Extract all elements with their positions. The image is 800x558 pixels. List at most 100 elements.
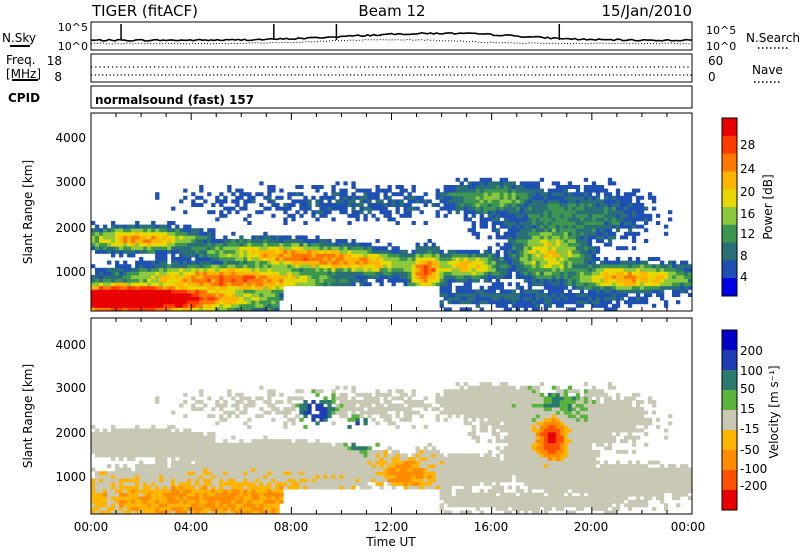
velocity-cell [91,436,95,440]
power-cell [95,239,99,243]
power-cell [131,286,135,290]
power-cell [247,221,251,225]
power-cell [355,246,359,250]
power-cell [207,210,211,214]
power-cell [371,275,375,279]
power-cell [620,275,624,279]
power-cell [255,243,259,247]
power-cell [548,221,552,225]
power-cell [428,250,432,254]
velocity-cell [163,507,167,511]
velocity-cell [287,468,291,472]
power-cell [191,228,195,232]
power-cell [127,300,131,304]
power-cell [199,196,203,200]
power-cell [363,268,367,272]
power-cell [500,199,504,203]
power-cell [500,235,504,239]
power-cell [307,261,311,265]
power-cbar-tick-20: 20 [740,185,755,199]
power-cell [195,250,199,254]
velocity-cell [275,461,279,465]
velocity-cell [123,428,127,432]
power-cell [564,217,568,221]
power-cell [371,257,375,261]
velocity-cell [119,489,123,493]
velocity-cell [215,475,219,479]
power-cell [231,293,235,297]
power-cell [632,203,636,207]
velocity-cell [351,453,355,457]
power-cell [175,279,179,283]
power-cell [464,289,468,293]
power-cell [187,297,191,301]
power-cell [187,264,191,268]
power-cell [251,243,255,247]
power-cell [311,196,315,200]
power-cell [227,275,231,279]
power-cell [231,289,235,293]
power-cell [195,261,199,265]
power-cell [560,264,564,268]
velocity-cell [327,414,331,418]
power-cell [227,243,231,247]
power-cell [584,196,588,200]
power-cell [299,257,303,261]
power-cell [644,275,648,279]
power-cell [387,185,391,189]
power-cell [412,221,416,225]
power-cell [283,261,287,265]
power-cell [392,192,396,196]
power-ylabel: Slant Range [km] [21,160,35,264]
power-cell [448,293,452,297]
velocity-cell [251,464,255,468]
power-cell [576,239,580,243]
power-cell [596,217,600,221]
velocity-cell [119,468,123,472]
power-cell [227,210,231,214]
velocity-cell [299,439,303,443]
power-cell [512,199,516,203]
power-cell [347,243,351,247]
power-cell [536,225,540,229]
power-cell [311,253,315,257]
velocity-cell [311,461,315,465]
velocity-cell [219,418,223,422]
velocity-cell [203,457,207,461]
power-cell [283,275,287,279]
power-cell [211,268,215,272]
velocity-cell [283,457,287,461]
velocity-cell [343,407,347,411]
power-cell [592,246,596,250]
velocity-cell [211,475,215,479]
velocity-cell [259,496,263,500]
power-cell [295,210,299,214]
velocity-cell [355,482,359,486]
power-cell [496,203,500,207]
power-cell [335,246,339,250]
power-cell [476,253,480,257]
velocity-cell [179,432,183,436]
power-cell [243,289,247,293]
velocity-cell [323,478,327,482]
power-cell [488,297,492,301]
power-cell [227,282,231,286]
power-cell [315,261,319,265]
velocity-cell [263,468,267,472]
power-cell [287,235,291,239]
velocity-cell [95,478,99,482]
power-cell [496,228,500,232]
power-cell [99,282,103,286]
power-cell [323,246,327,250]
power-cell [231,192,235,196]
power-cell [363,261,367,265]
power-cell [532,268,536,272]
power-cell [243,271,247,275]
power-cell [167,221,171,225]
power-cell [536,246,540,250]
power-cell [355,261,359,265]
power-cell [247,246,251,250]
power-cell [416,253,420,257]
power-cell [604,210,608,214]
power-cell [219,300,223,304]
